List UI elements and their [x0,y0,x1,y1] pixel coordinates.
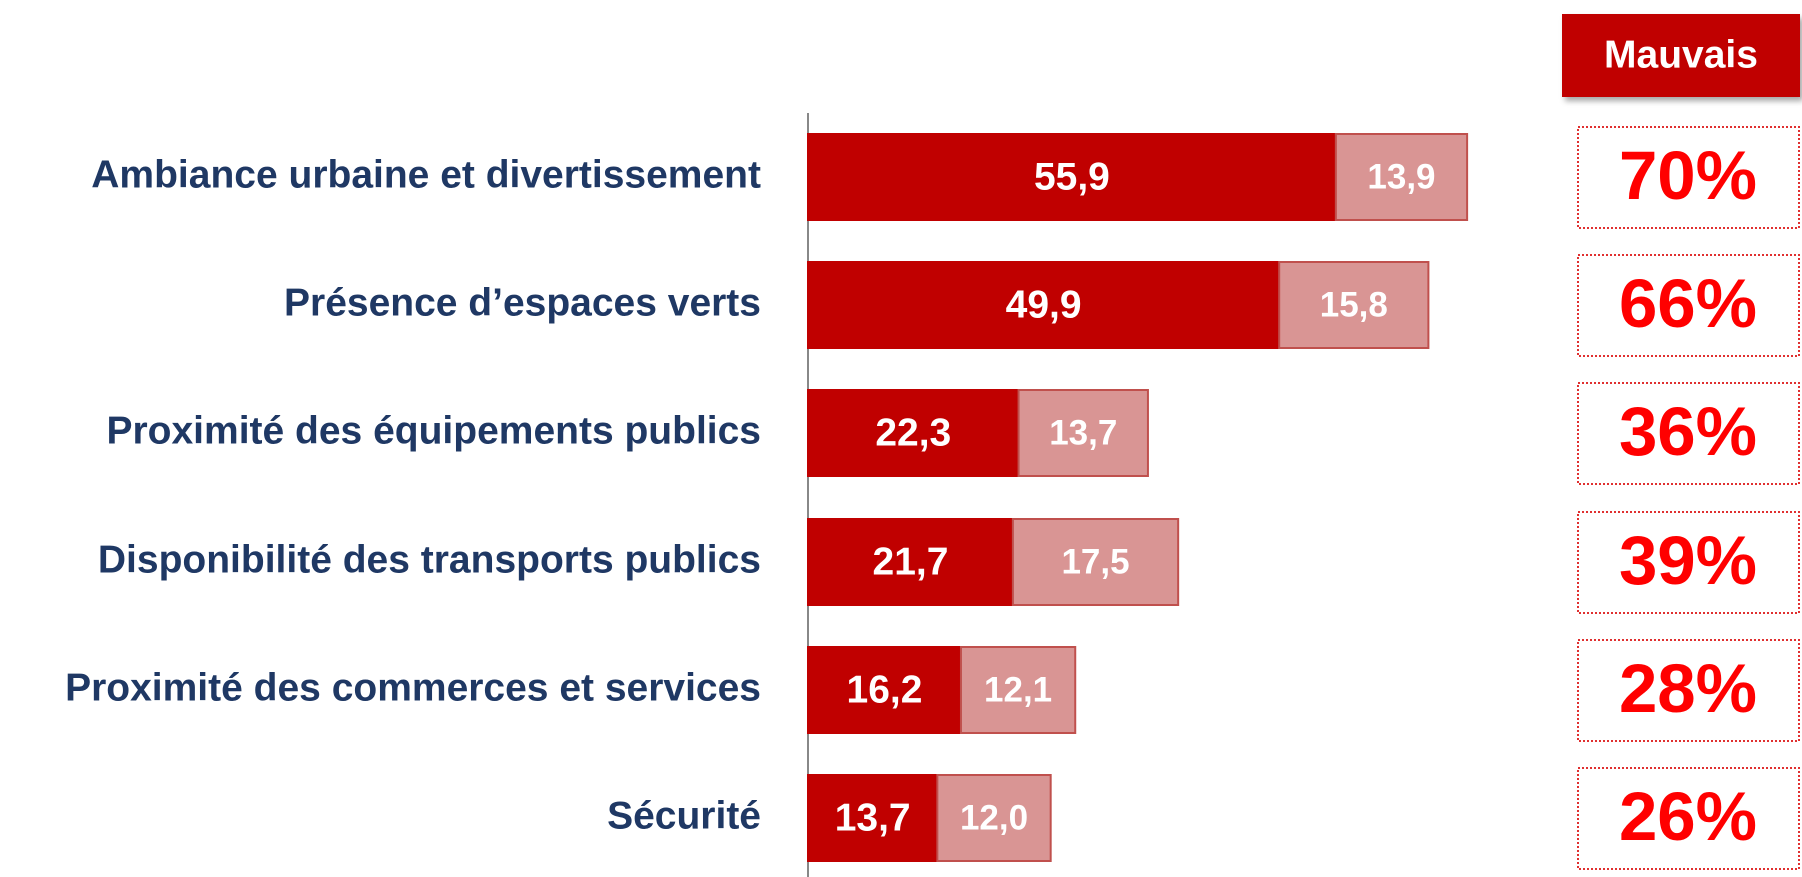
summary-label: 36% [1619,393,1757,470]
value-label: 15,8 [1320,285,1388,324]
category-label: Sécurité [607,794,761,837]
summary-box [1577,382,1800,485]
summary-title: Mauvais [1604,33,1758,76]
bar-segment [807,774,939,862]
value-label: 12,0 [960,798,1028,837]
summary-header-box [1562,14,1800,97]
bar-segment [959,646,1077,734]
summary-box [1577,639,1800,742]
bar-segment [1278,261,1430,349]
bar-segment [807,133,1337,221]
value-label: 13,9 [1367,157,1435,196]
summary-box [1577,767,1800,870]
category-label: Proximité des équipements publics [106,409,761,452]
value-label: 21,7 [873,540,949,583]
summary-label: 26% [1619,778,1757,855]
category-label: Présence d’espaces verts [284,281,761,324]
bar-segment [807,389,1020,477]
bar-segment [936,774,1052,862]
value-label: 13,7 [835,796,911,839]
category-label: Disponibilité des transports publics [98,538,761,581]
summary-label: 28% [1619,650,1757,727]
bar-segment [807,518,1014,606]
value-label: 17,5 [1061,542,1129,581]
summary-box [1577,254,1800,357]
value-label: 22,3 [875,411,951,454]
summary-label: 70% [1619,137,1757,214]
bar-segment [1011,518,1180,606]
summary-label: 39% [1619,522,1757,599]
value-label: 16,2 [847,668,923,711]
bar-segment [807,646,962,734]
bar-segment [1334,133,1469,221]
summary-box [1577,511,1800,614]
category-label: Proximité des commerces et services [65,666,761,709]
bar-segment [807,261,1281,349]
category-label: Ambiance urbaine et divertissement [91,153,761,196]
summary-label: 66% [1619,265,1757,342]
value-label: 49,9 [1006,283,1082,326]
value-label: 55,9 [1034,155,1110,198]
bar-segment [1017,389,1149,477]
value-label: 13,7 [1049,413,1117,452]
summary-box [1577,126,1800,229]
value-label: 12,1 [984,670,1052,709]
